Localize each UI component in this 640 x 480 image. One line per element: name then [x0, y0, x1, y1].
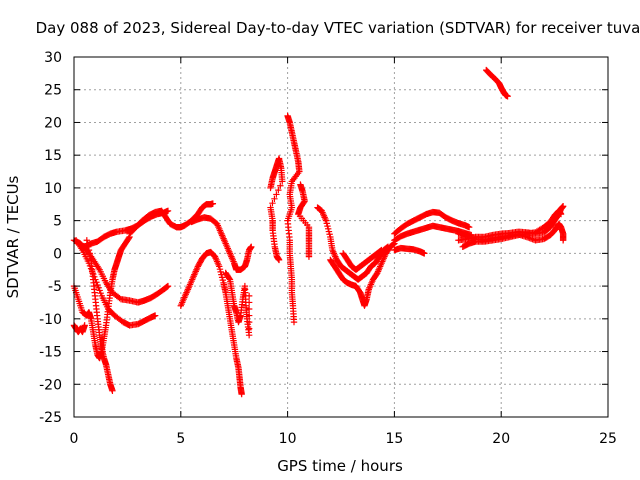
- series-arc-3: [83, 237, 116, 395]
- x-axis-title: GPS time / hours: [277, 457, 403, 475]
- data-point: [290, 318, 298, 326]
- series-arc-7: [126, 200, 217, 237]
- y-tick-label: -25: [39, 410, 62, 426]
- y-axis-tick-labels: -25 -20 -15 -10 -5 0 5 10 15 20 25 30: [39, 50, 62, 426]
- data-point: [245, 292, 253, 300]
- data-point: [116, 294, 123, 302]
- y-tick-label: 25: [44, 83, 62, 99]
- data-point: [164, 282, 172, 290]
- series-arc-15: [327, 240, 398, 309]
- data-point: [87, 253, 94, 260]
- data-point: [245, 318, 253, 326]
- series-arc-9: [177, 248, 245, 398]
- series-arc-8: [188, 214, 255, 273]
- gridlines: [74, 57, 608, 417]
- series-arc-17: [391, 208, 473, 237]
- data-point: [245, 325, 253, 332]
- data-point: [273, 191, 280, 198]
- data-point: [378, 246, 385, 254]
- y-axis-title: SDTVAR / TECUs: [4, 175, 22, 298]
- series-arc-16: [339, 246, 385, 273]
- data-point: [279, 178, 286, 185]
- y-tick-label: 10: [44, 181, 62, 197]
- series-arc-13: [295, 181, 313, 260]
- data-point: [245, 331, 253, 339]
- data-point: [275, 256, 283, 264]
- data-point: [421, 250, 428, 257]
- series-arc-5: [70, 322, 88, 336]
- series-arc-4: [70, 233, 133, 362]
- axis-ticks: [73, 56, 609, 418]
- y-tick-label: 5: [53, 214, 62, 230]
- y-tick-label: -5: [48, 279, 62, 295]
- data-marks: [70, 66, 567, 398]
- series-arc-10: [222, 269, 253, 339]
- x-tick-label: 15: [385, 431, 403, 447]
- series-arc-23: [483, 66, 511, 100]
- x-axis-tick-labels: 0 5 10 15 20 25: [70, 431, 617, 447]
- x-tick-label: 5: [176, 431, 185, 447]
- y-tick-label: -15: [39, 345, 62, 361]
- y-tick-label: -10: [39, 312, 62, 328]
- y-tick-label: -20: [39, 377, 62, 393]
- x-tick-label: 10: [279, 431, 297, 447]
- data-point: [245, 305, 253, 313]
- data-point: [85, 246, 93, 254]
- y-tick-label: 30: [44, 50, 62, 66]
- chart-title: Day 088 of 2023, Sidereal Day-to-day VTE…: [36, 19, 640, 37]
- series-arc-22: [459, 207, 565, 251]
- data-point: [81, 322, 88, 329]
- data-point: [83, 237, 91, 244]
- data-point: [226, 275, 233, 282]
- plot-frame: [73, 56, 609, 418]
- data-point: [277, 182, 284, 189]
- data-point: [305, 253, 313, 260]
- series-arc-11: [267, 155, 286, 264]
- data-point: [164, 207, 172, 215]
- data-point: [275, 186, 282, 194]
- data-point: [238, 390, 245, 398]
- data-point: [86, 250, 93, 257]
- data-point: [465, 223, 473, 231]
- x-tick-label: 0: [70, 431, 79, 447]
- y-tick-label: 20: [44, 115, 62, 131]
- data-point: [245, 299, 253, 306]
- data-point: [559, 203, 567, 210]
- x-tick-label: 20: [492, 431, 510, 447]
- series-arc-19: [391, 244, 428, 257]
- data-point: [557, 210, 565, 218]
- data-point: [125, 234, 133, 242]
- data-point: [559, 237, 567, 244]
- y-tick-label: 0: [53, 246, 62, 262]
- series-arc-12: [284, 112, 303, 326]
- data-point: [151, 312, 159, 319]
- data-point: [248, 243, 255, 251]
- data-point: [109, 387, 116, 395]
- data-point: [245, 312, 253, 319]
- data-point: [269, 199, 276, 207]
- x-tick-label: 25: [599, 431, 617, 447]
- data-point: [271, 195, 278, 203]
- data-point: [504, 93, 511, 100]
- data-point: [209, 200, 217, 207]
- y-tick-label: 15: [44, 148, 62, 164]
